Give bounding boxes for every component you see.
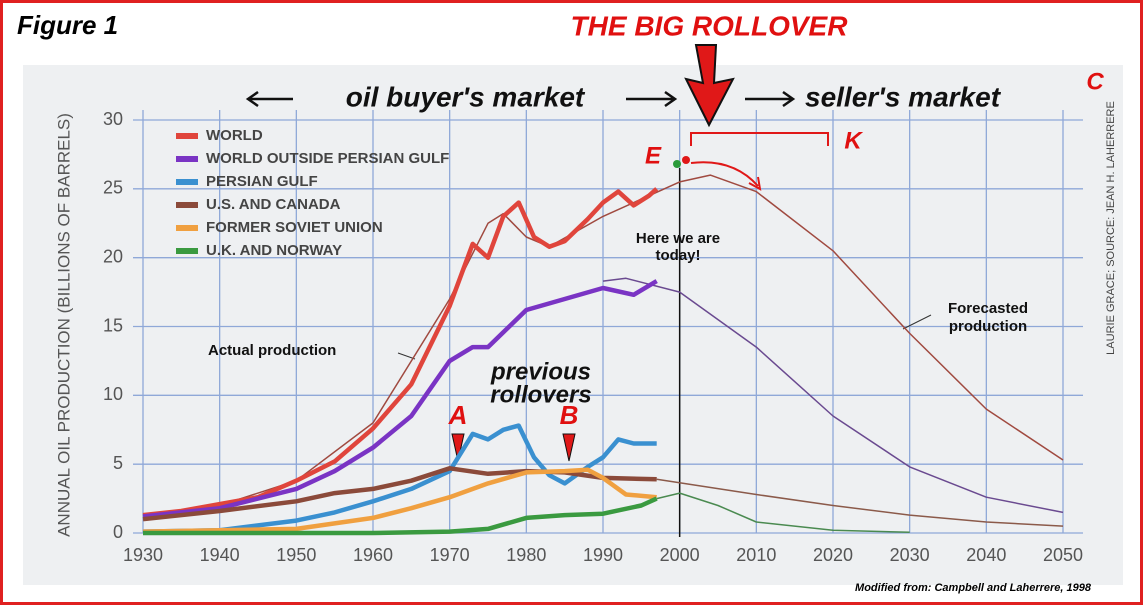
chart-title: THE BIG ROLLOVER xyxy=(571,10,849,41)
y-axis-label: ANNUAL OIL PRODUCTION (BILLIONS OF BARRE… xyxy=(54,113,73,537)
legend-label: U.S. AND CANADA xyxy=(206,196,341,213)
legend-label: WORLD xyxy=(206,127,263,144)
x-tick-label: 1990 xyxy=(583,545,623,565)
x-tick-label: 2010 xyxy=(736,545,776,565)
today-note: today! xyxy=(656,247,701,264)
x-tick-label: 2020 xyxy=(813,545,853,565)
y-tick-label: 5 xyxy=(113,453,123,473)
y-tick-label: 15 xyxy=(103,315,123,335)
x-tick-label: 1960 xyxy=(353,545,393,565)
y-tick-label: 30 xyxy=(103,109,123,129)
source-note: Modified from: Campbell and Laherrere, 1… xyxy=(855,582,1092,594)
y-tick-label: 0 xyxy=(113,522,123,542)
label-e: E xyxy=(645,142,662,169)
rollovers-note: rollovers xyxy=(490,381,591,408)
buyers-market: oil buyer's market xyxy=(346,81,586,112)
x-tick-label: 1950 xyxy=(276,545,316,565)
x-tick-label: 1980 xyxy=(506,545,546,565)
label-a: A xyxy=(448,400,468,430)
label-k: K xyxy=(844,127,863,154)
figure-label: Figure 1 xyxy=(17,10,118,40)
actual-note: Actual production xyxy=(208,342,336,359)
legend-label: WORLD OUTSIDE PERSIAN GULF xyxy=(206,150,449,167)
y-tick-label: 25 xyxy=(103,178,123,198)
sellers-market: seller's market xyxy=(805,81,1002,112)
credit-note: LAURIE GRACE; SOURCE: JEAN H. LAHERRERE xyxy=(1105,101,1117,355)
legend-label: U.K. AND NORWAY xyxy=(206,242,342,259)
x-tick-label: 2050 xyxy=(1043,545,1083,565)
x-tick-label: 2030 xyxy=(890,545,930,565)
y-tick-label: 20 xyxy=(103,246,123,266)
figure: Figure 1 THE BIG ROLLOVER oil buyer's ma… xyxy=(0,0,1143,605)
legend-label: FORMER SOVIET UNION xyxy=(206,219,383,236)
label-c: C xyxy=(1086,68,1104,95)
y-tick-label: 10 xyxy=(103,384,123,404)
x-tick-label: 1970 xyxy=(430,545,470,565)
point-e-green xyxy=(673,160,681,168)
x-tick-label: 1940 xyxy=(200,545,240,565)
today-note: Here we are xyxy=(636,230,720,247)
chart: Figure 1 THE BIG ROLLOVER oil buyer's ma… xyxy=(3,3,1140,602)
x-tick-label: 2000 xyxy=(660,545,700,565)
legend-label: PERSIAN GULF xyxy=(206,173,318,190)
point-e-red xyxy=(682,156,690,164)
x-tick-label: 2040 xyxy=(966,545,1006,565)
x-tick-label: 1930 xyxy=(123,545,163,565)
forecast-note: production xyxy=(949,318,1027,335)
forecast-note: Forecasted xyxy=(948,300,1028,317)
